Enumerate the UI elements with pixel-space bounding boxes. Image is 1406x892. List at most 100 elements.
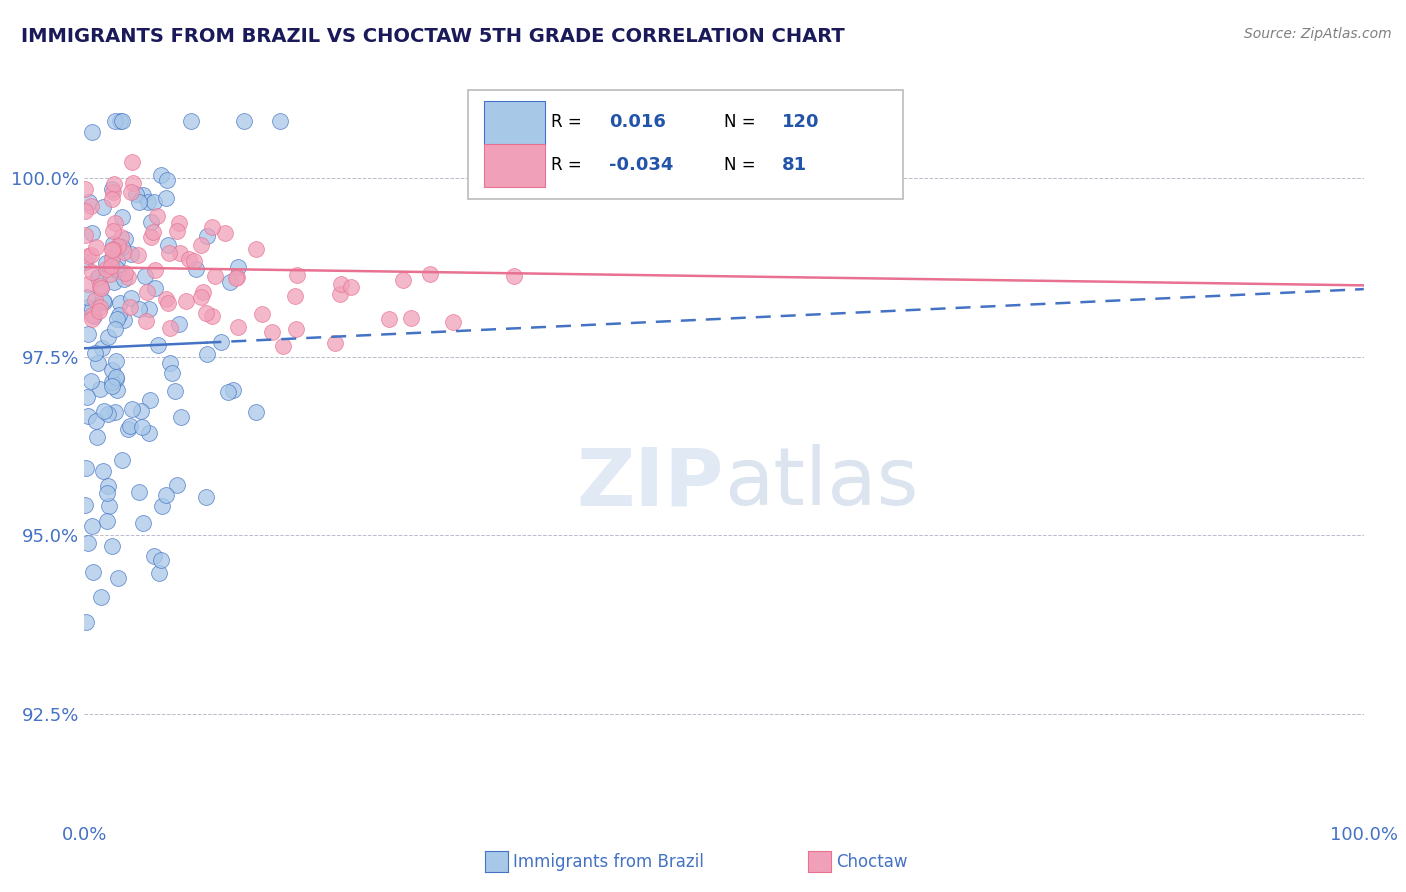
Point <box>93 295 115 310</box>
Point <box>104 405 127 419</box>
Point <box>195 228 218 243</box>
Point <box>111 453 134 467</box>
Point <box>190 290 212 304</box>
Point <box>101 192 124 206</box>
Point <box>225 271 247 285</box>
Point <box>260 325 283 339</box>
Point <box>226 319 249 334</box>
Point <box>105 383 128 397</box>
Point <box>117 422 139 436</box>
Point <box>148 566 170 580</box>
Text: 0.016: 0.016 <box>609 113 666 131</box>
Point <box>120 247 142 261</box>
Point <box>75 204 97 219</box>
Point <box>103 276 125 290</box>
Text: IMMIGRANTS FROM BRAZIL VS CHOCTAW 5TH GRADE CORRELATION CHART: IMMIGRANTS FROM BRAZIL VS CHOCTAW 5TH GR… <box>21 27 845 45</box>
Point <box>89 279 111 293</box>
Point <box>101 252 124 266</box>
Point <box>117 269 139 284</box>
Point <box>149 553 172 567</box>
Point <box>105 353 128 368</box>
Point <box>201 220 224 235</box>
Point <box>226 269 249 284</box>
Text: 120: 120 <box>782 113 820 131</box>
Text: 81: 81 <box>782 156 807 174</box>
Point <box>87 356 110 370</box>
Point <box>86 430 108 444</box>
Point <box>83 345 105 359</box>
Point <box>94 262 117 277</box>
Point <box>219 275 242 289</box>
Point <box>91 200 114 214</box>
Point <box>90 281 112 295</box>
Point <box>179 252 201 266</box>
Point <box>169 216 191 230</box>
Point <box>285 322 308 336</box>
Point <box>76 615 98 629</box>
Point <box>139 392 162 407</box>
Point <box>77 300 100 314</box>
Point <box>135 313 157 327</box>
Point <box>73 498 96 512</box>
Point <box>204 268 226 283</box>
Point <box>184 262 207 277</box>
Point <box>138 425 160 440</box>
Point <box>159 321 181 335</box>
Point <box>93 404 115 418</box>
Point <box>107 238 129 252</box>
Point <box>84 414 107 428</box>
Point <box>120 186 142 200</box>
Point <box>104 372 127 386</box>
Point <box>114 232 136 246</box>
Point <box>97 329 120 343</box>
Point <box>105 260 128 275</box>
Point <box>114 267 136 281</box>
Point <box>82 308 104 322</box>
Point <box>269 114 291 128</box>
Point <box>217 385 239 400</box>
Text: R =: R = <box>551 113 582 131</box>
Point <box>101 237 124 252</box>
Point <box>100 375 122 389</box>
Point <box>170 409 193 424</box>
FancyBboxPatch shape <box>484 144 546 187</box>
Point <box>378 311 401 326</box>
Text: R =: R = <box>551 156 582 174</box>
Point <box>83 310 105 324</box>
Point <box>209 334 232 349</box>
Point <box>105 311 128 326</box>
Point <box>141 230 163 244</box>
Point <box>87 270 110 285</box>
Point <box>191 285 214 300</box>
Point <box>101 242 124 256</box>
Point <box>121 402 143 417</box>
Point <box>120 291 142 305</box>
Point <box>98 267 121 281</box>
Point <box>101 379 124 393</box>
Point <box>104 322 127 336</box>
Point <box>79 195 101 210</box>
Point <box>139 215 162 229</box>
Point <box>101 243 124 257</box>
Point <box>162 366 184 380</box>
Point <box>118 300 141 314</box>
Point <box>103 177 125 191</box>
Point <box>252 307 274 321</box>
Point <box>111 240 134 254</box>
Point <box>134 269 156 284</box>
Point <box>107 263 129 277</box>
Point <box>166 478 188 492</box>
Point <box>100 259 122 273</box>
Point <box>142 194 165 209</box>
Point <box>125 186 148 201</box>
Text: Source: ZipAtlas.com: Source: ZipAtlas.com <box>1244 27 1392 41</box>
Point <box>155 292 177 306</box>
Point <box>150 500 173 514</box>
Point <box>75 460 97 475</box>
Point <box>111 114 134 128</box>
Text: Immigrants from Brazil: Immigrants from Brazil <box>513 853 704 871</box>
Point <box>159 356 181 370</box>
Point <box>110 230 132 244</box>
Point <box>128 302 150 317</box>
Point <box>84 293 107 307</box>
